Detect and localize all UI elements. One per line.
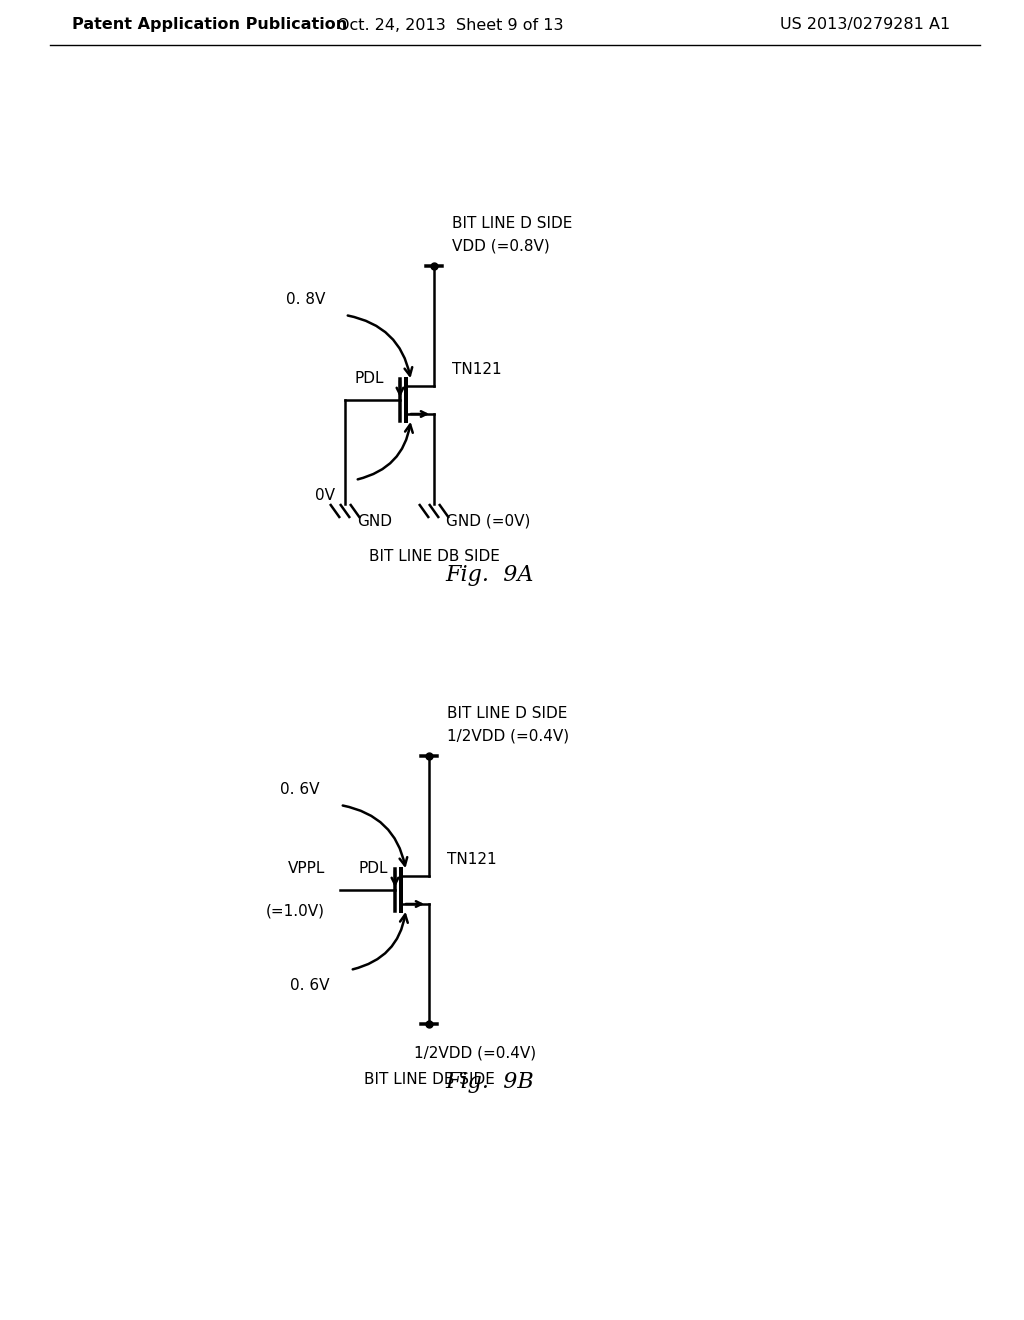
Text: US 2013/0279281 A1: US 2013/0279281 A1 <box>779 17 950 33</box>
Text: 0. 6V: 0. 6V <box>291 978 330 993</box>
Text: BIT LINE DB SIDE: BIT LINE DB SIDE <box>364 1072 495 1086</box>
Text: (=1.0V): (=1.0V) <box>266 904 325 919</box>
Text: BIT LINE D SIDE: BIT LINE D SIDE <box>447 706 567 722</box>
Text: PDL: PDL <box>358 861 387 876</box>
Text: GND: GND <box>357 513 392 529</box>
Text: TN121: TN121 <box>452 363 502 378</box>
Text: VDD (=0.8V): VDD (=0.8V) <box>452 239 550 253</box>
Text: BIT LINE DB SIDE: BIT LINE DB SIDE <box>369 549 500 564</box>
Text: 1/2VDD (=0.4V): 1/2VDD (=0.4V) <box>447 729 569 743</box>
Text: Fig.  9A: Fig. 9A <box>445 564 535 586</box>
Text: 0. 8V: 0. 8V <box>286 293 325 308</box>
Text: Patent Application Publication: Patent Application Publication <box>72 17 347 33</box>
Text: 1/2VDD (=0.4V): 1/2VDD (=0.4V) <box>414 1045 537 1061</box>
Text: 0V: 0V <box>315 487 335 503</box>
Text: Oct. 24, 2013  Sheet 9 of 13: Oct. 24, 2013 Sheet 9 of 13 <box>337 17 563 33</box>
Text: GND (=0V): GND (=0V) <box>446 513 530 529</box>
Text: VPPL: VPPL <box>288 861 325 876</box>
Text: BIT LINE D SIDE: BIT LINE D SIDE <box>452 216 572 231</box>
Text: TN121: TN121 <box>447 853 497 867</box>
Text: PDL: PDL <box>355 371 384 385</box>
Text: Fig.  9B: Fig. 9B <box>445 1071 535 1093</box>
Text: 0. 6V: 0. 6V <box>281 783 319 797</box>
